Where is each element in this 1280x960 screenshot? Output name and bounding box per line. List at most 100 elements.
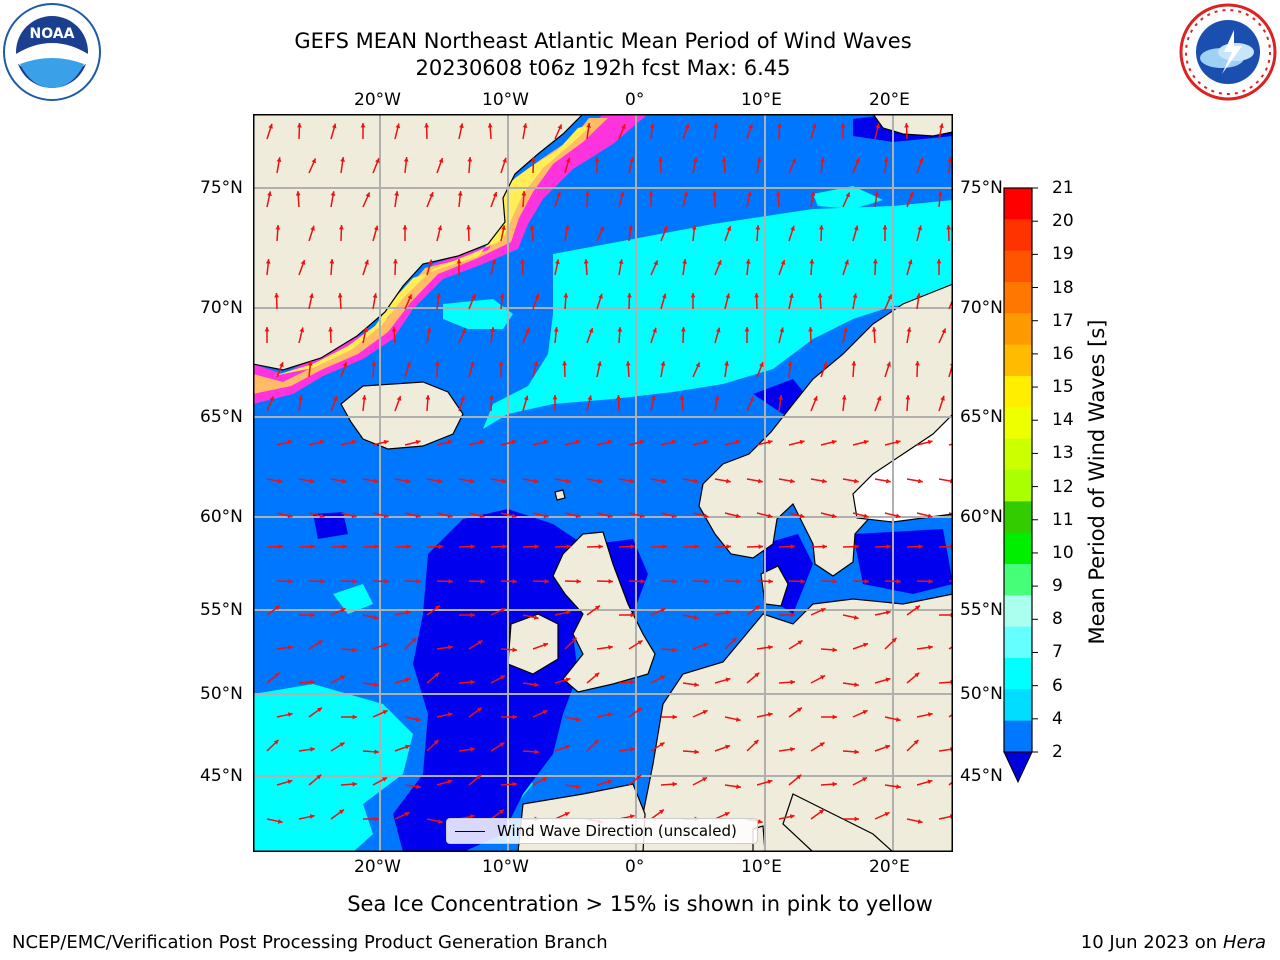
wind-wave-arrowhead xyxy=(297,123,302,128)
wind-wave-arrowhead xyxy=(649,123,655,128)
wind-wave-arrowhead xyxy=(278,544,283,549)
wind-wave-arrowhead xyxy=(512,579,517,584)
wind-wave-arrowhead xyxy=(820,675,826,680)
colorbar-tick-label: 4 xyxy=(1052,708,1063,729)
wind-wave-arrowhead xyxy=(909,192,914,198)
wind-wave-arrowhead xyxy=(310,747,315,752)
wind-wave-arrowhead xyxy=(896,579,901,584)
colorbar-segment xyxy=(1004,188,1032,220)
wind-wave-arrowhead xyxy=(521,191,527,196)
wind-wave-arrowhead xyxy=(883,157,889,162)
wind-wave-arrowhead xyxy=(658,157,663,162)
wind-wave-arrowhead xyxy=(684,123,690,129)
wind-wave-arrowhead xyxy=(790,225,795,231)
wind-wave-arrowhead xyxy=(340,675,346,680)
wind-wave-arrowhead xyxy=(735,717,741,722)
wind-wave-arrowhead xyxy=(534,293,540,299)
wind-wave-arrowhead xyxy=(768,579,773,584)
wind-wave-arrowhead xyxy=(310,612,315,618)
colorbar-segment xyxy=(1004,470,1032,502)
wind-wave-arrowhead xyxy=(329,259,335,264)
colorbar-segment xyxy=(1004,407,1032,440)
wind-wave-arrowhead xyxy=(382,710,388,715)
wind-wave-arrowhead xyxy=(424,123,429,128)
wind-wave-arrowhead xyxy=(936,259,942,264)
wind-wave-arrowhead xyxy=(309,814,315,819)
wind-wave-arrowhead xyxy=(288,645,293,650)
wind-wave-arrowhead xyxy=(543,642,549,648)
wind-wave-arrowhead xyxy=(854,749,859,755)
wind-wave-arrowhead xyxy=(886,361,891,367)
wind-wave-arrowhead xyxy=(416,579,421,584)
wind-wave-arrowhead xyxy=(310,679,315,685)
wind-wave-arrowhead xyxy=(714,395,720,400)
wind-wave-arrowhead xyxy=(436,293,441,298)
wind-wave-arrowhead xyxy=(627,293,632,298)
wind-wave-arrowhead xyxy=(811,123,817,129)
wind-wave-arrowhead xyxy=(319,439,325,445)
wind-wave-arrowhead xyxy=(790,679,795,685)
wind-wave-arrowhead xyxy=(818,809,824,815)
wind-wave-arrowhead xyxy=(529,225,535,230)
wind-wave-arrowhead xyxy=(819,225,824,230)
wind-wave-arrowhead xyxy=(726,478,731,484)
wind-wave-arrowhead xyxy=(534,544,539,549)
wind-wave-arrowhead xyxy=(374,749,379,755)
wind-wave-arrowhead xyxy=(625,361,631,366)
wind-wave-arrowhead xyxy=(724,812,730,817)
wind-wave-arrowhead xyxy=(544,579,549,584)
wind-wave-arrowhead xyxy=(566,544,571,549)
wind-wave-arrowhead xyxy=(498,361,504,366)
wind-wave-arrowhead xyxy=(300,259,306,265)
colorbar xyxy=(1003,187,1038,784)
wind-wave-arrowhead xyxy=(565,157,571,163)
wind-wave-arrowhead xyxy=(556,191,561,197)
colorbar-tick-label: 6 xyxy=(1052,675,1063,696)
wind-wave-arrowhead xyxy=(277,819,283,824)
wind-wave-arrowhead xyxy=(438,544,443,549)
wind-wave-arrowhead xyxy=(316,774,322,780)
wind-wave-arrowhead xyxy=(374,478,379,484)
wind-wave-arrowhead xyxy=(630,747,635,752)
wind-wave-arrowhead xyxy=(862,777,868,782)
lon-top-label: 10°W xyxy=(482,90,529,110)
wind-wave-arrowhead xyxy=(405,610,411,615)
wind-wave-arrowhead xyxy=(466,225,471,230)
wind-wave-arrowhead xyxy=(498,809,504,815)
wind-wave-arrowhead xyxy=(403,157,409,162)
colorbar-segment xyxy=(1004,501,1032,534)
wind-wave-arrowhead xyxy=(820,608,826,613)
wind-wave-arrowhead xyxy=(694,478,699,484)
wind-wave-arrowhead xyxy=(853,615,859,620)
wind-wave-arrowhead xyxy=(927,712,933,717)
wind-wave-arrowhead xyxy=(629,814,635,819)
wind-wave-arrowhead xyxy=(735,439,741,445)
wind-wave-arrowhead xyxy=(563,293,569,298)
wind-wave-arrowhead xyxy=(913,739,919,745)
wind-wave-arrowhead xyxy=(287,779,293,785)
wind-wave-arrowhead xyxy=(808,327,813,332)
wind-wave-arrowhead xyxy=(363,327,368,333)
wind-wave-arrowhead xyxy=(725,677,731,683)
wind-wave-arrowhead xyxy=(662,478,667,484)
wind-wave-arrowhead xyxy=(790,544,795,549)
wind-wave-arrowhead xyxy=(928,645,933,650)
wind-wave-arrowhead xyxy=(331,123,337,129)
colorbar-tick-label: 15 xyxy=(1052,377,1074,398)
wind-wave-arrowhead xyxy=(637,640,643,645)
wind-wave-arrowhead xyxy=(288,579,293,584)
wind-wave-arrowhead xyxy=(778,395,783,400)
wind-wave-arrowhead xyxy=(672,579,677,584)
colorbar-segment xyxy=(1004,564,1032,596)
wind-wave-arrowhead xyxy=(679,395,685,400)
noaa-logo-icon: NOAA xyxy=(3,3,101,101)
wind-wave-arrowhead xyxy=(648,191,654,196)
wind-wave-arrowhead xyxy=(660,675,666,680)
wind-wave-arrowhead xyxy=(459,123,464,129)
wind-wave-arrowhead xyxy=(937,191,943,196)
wave-period-map xyxy=(253,114,953,852)
wind-wave-arrowhead xyxy=(339,742,345,747)
wind-wave-arrowhead xyxy=(886,478,891,484)
wind-wave-arrowhead xyxy=(552,395,558,400)
wind-wave-arrowhead xyxy=(330,191,336,196)
